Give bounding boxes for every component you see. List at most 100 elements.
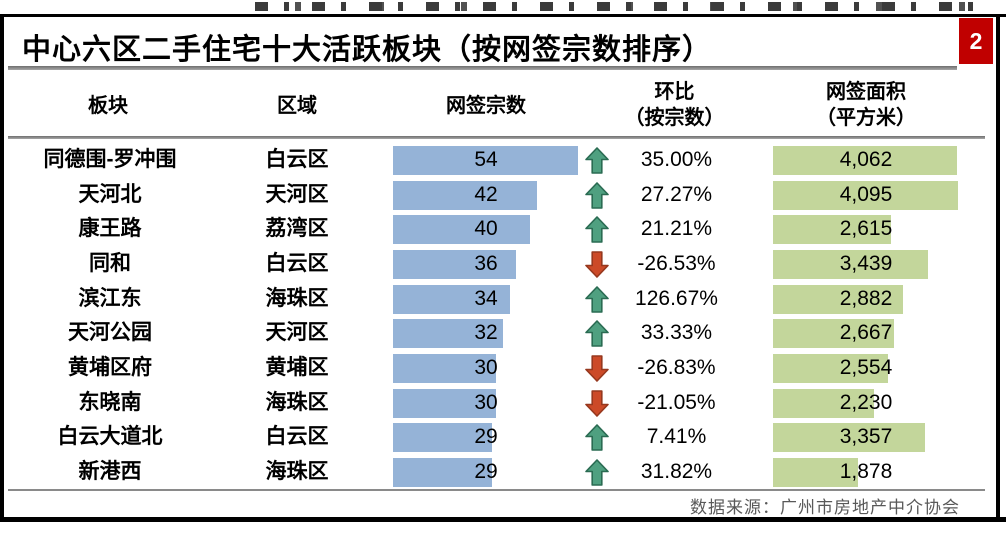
table-row: 滨江东 海珠区 34 126.67% 2,882: [0, 282, 1006, 316]
area-bar: [773, 180, 958, 210]
sector-cell: 滨江东: [78, 286, 142, 310]
area-value: 4,095: [839, 182, 893, 206]
mom-value: 21.21%: [640, 217, 713, 241]
mom-value: 35.00%: [640, 148, 713, 171]
frame-bottom-border: [0, 517, 1006, 522]
sector-cell: 白云大道北: [57, 425, 163, 449]
table-row: 白云大道北 白云区 29 7.41% 3,357: [0, 420, 1006, 454]
frame-top-border: [0, 14, 1006, 17]
clipped-text-fragments: [255, 2, 990, 11]
mom-value: -21.05%: [637, 390, 716, 414]
trend-up-arrow-icon: [585, 181, 609, 209]
deals-bar: [393, 388, 496, 418]
trend-down-arrow-icon: [585, 355, 609, 382]
deals-bar: [393, 353, 496, 383]
trend-up-arrow-icon: [585, 424, 609, 451]
area-bar: [773, 319, 894, 349]
area-value: 4,062: [839, 148, 893, 171]
area-bar: [773, 388, 874, 418]
district-cell: 天河区: [265, 321, 329, 345]
deals-value: 32: [474, 321, 498, 345]
mom-value: 33.33%: [640, 321, 713, 345]
area-value: 2,667: [839, 321, 893, 345]
table-row: 同德围-罗冲围 白云区 54 35.00% 4,062: [0, 143, 1006, 177]
sector-cell: 康王路: [78, 217, 142, 241]
sector-cell: 同和: [89, 251, 131, 275]
sector-cell: 同德围-罗冲围: [43, 148, 177, 171]
sector-cell: 天河北: [78, 182, 142, 206]
district-cell: 荔湾区: [265, 217, 329, 241]
deals-value: 54: [474, 148, 498, 171]
sector-cell: 新港西: [78, 459, 142, 483]
area-bar: [773, 457, 858, 487]
table-row: 天河公园 天河区 32 33.33% 2,667: [0, 316, 1006, 350]
area-value: 1,878: [839, 459, 893, 483]
mom-value: -26.83%: [637, 355, 716, 379]
district-cell: 白云区: [265, 251, 329, 275]
table-row: 天河北 天河区 42 27.27% 4,095: [0, 178, 1006, 212]
area-value: 2,882: [839, 286, 893, 310]
table-row: 康王路 荔湾区 40 21.21% 2,615: [0, 212, 1006, 246]
area-value: 2,230: [839, 390, 893, 414]
area-bar: [773, 146, 957, 175]
mom-value: -26.53%: [637, 251, 716, 275]
district-cell: 白云区: [265, 425, 329, 449]
deals-bar: [393, 180, 537, 210]
deals-bar: [393, 423, 493, 453]
title-divider: [8, 66, 957, 70]
column-header-mom-line2: （按宗数）: [624, 107, 725, 129]
mom-value: 31.82%: [640, 459, 713, 483]
sector-cell: 黄埔区府: [68, 355, 152, 379]
trend-up-arrow-icon: [585, 320, 609, 348]
trend-up-arrow-icon: [585, 285, 609, 313]
deals-bar: [393, 319, 503, 349]
district-cell: 海珠区: [265, 459, 329, 483]
area-bar: [773, 249, 929, 279]
deals-value: 36: [474, 251, 498, 275]
column-header-sector: 板块: [88, 95, 128, 117]
deals-value: 29: [474, 425, 498, 449]
header-divider: [8, 136, 985, 139]
trend-up-arrow-icon: [585, 216, 609, 244]
frame-right-border: [996, 14, 1000, 522]
frame-left-border: [0, 14, 4, 522]
deals-bar: [393, 215, 530, 245]
trend-down-arrow-icon: [585, 251, 609, 278]
district-cell: 黄埔区: [265, 355, 329, 379]
trend-up-arrow-icon: [585, 459, 609, 486]
district-cell: 海珠区: [265, 390, 329, 414]
deals-bar: [393, 457, 493, 487]
deals-value: 30: [474, 355, 498, 379]
area-bar: [773, 284, 904, 314]
area-value: 3,357: [839, 425, 893, 449]
district-cell: 白云区: [265, 148, 329, 171]
deals-bar: [393, 249, 517, 279]
table-row: 同和 白云区 36 -26.53% 3,439: [0, 247, 1006, 281]
page-number-badge: 2: [959, 18, 993, 64]
sector-cell: 天河公园: [68, 321, 152, 345]
mom-value: 27.27%: [640, 182, 713, 206]
deals-value: 29: [474, 459, 498, 483]
footer-divider: [8, 489, 985, 491]
trend-down-arrow-icon: [585, 389, 609, 417]
column-header-district: 区域: [277, 95, 317, 117]
area-bar: [773, 423, 925, 453]
deals-bar: [393, 146, 578, 175]
column-header-area-line2: （平方米）: [816, 107, 916, 129]
column-header-deals: 网签宗数: [446, 95, 526, 117]
mom-value: 7.41%: [646, 425, 707, 449]
column-header-area: 网签面积 （平方米）: [773, 79, 959, 131]
deals-bar: [393, 284, 510, 314]
table-row: 新港西 海珠区 29 31.82% 1,878: [0, 455, 1006, 489]
mom-value: 126.67%: [635, 286, 718, 310]
district-cell: 海珠区: [265, 286, 329, 310]
page-title: 中心六区二手住宅十大活跃板块（按网签宗数排序）: [22, 34, 713, 66]
column-header-mom: 环比 （按宗数）: [612, 79, 737, 131]
table-row: 黄埔区府 黄埔区 30 -26.83% 2,554: [0, 351, 1006, 385]
area-value: 2,615: [839, 217, 893, 241]
area-value: 2,554: [839, 355, 893, 379]
column-header-area-line1: 网签面积: [826, 81, 906, 103]
data-source-note: 数据来源：广州市房地产中介协会: [690, 498, 960, 517]
deals-value: 40: [474, 217, 498, 241]
